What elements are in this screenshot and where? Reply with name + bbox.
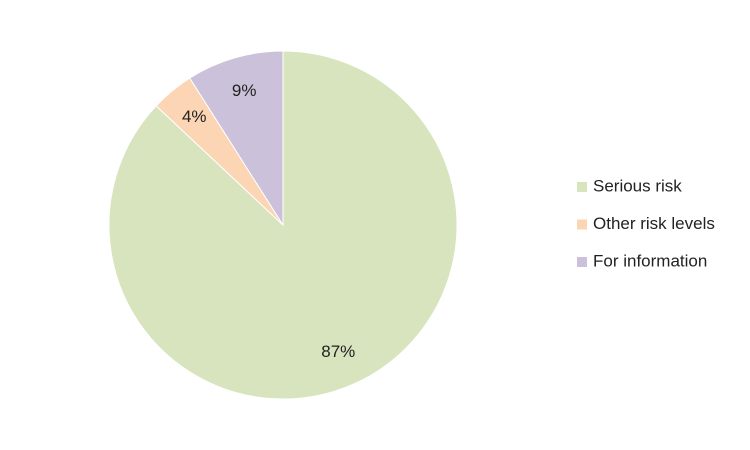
legend-swatch (577, 219, 587, 230)
legend-label: For information (593, 251, 707, 270)
legend-swatch (577, 257, 587, 267)
data-label: 87% (321, 342, 355, 361)
legend-swatch (577, 182, 587, 192)
data-label: 9% (232, 81, 257, 100)
data-label: 4% (182, 107, 207, 126)
legend-label: Serious risk (593, 176, 682, 195)
legend-label: Other risk levels (593, 214, 715, 233)
pie-slice (189, 50, 284, 227)
